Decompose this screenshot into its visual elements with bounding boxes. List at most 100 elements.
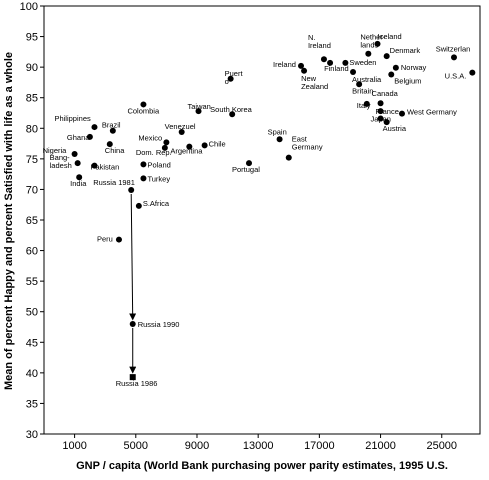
y-tick-label: 75 <box>26 154 38 166</box>
data-point-label: China <box>105 146 125 155</box>
y-tick-label: 80 <box>26 123 38 135</box>
data-point-label: South Korea <box>210 105 253 114</box>
x-tick-label: 21000 <box>365 440 396 452</box>
data-point-label: Switzerlan <box>436 44 471 53</box>
data-point-marker <box>276 136 283 143</box>
data-point-marker <box>320 56 327 63</box>
data-point-label: Russia 1986 <box>116 379 158 388</box>
data-point-marker <box>76 174 83 181</box>
x-tick-label: 13000 <box>243 440 274 452</box>
data-point-label: France <box>376 107 399 116</box>
data-point-label: Finland <box>324 64 349 73</box>
y-tick-label: 100 <box>20 1 38 13</box>
data-points <box>71 40 476 381</box>
data-point-marker <box>161 144 168 151</box>
y-tick-label: 60 <box>26 246 38 258</box>
data-point-label: Argentina <box>170 147 203 156</box>
x-tick-label: 17000 <box>304 440 335 452</box>
data-point-label: Austria <box>383 124 407 133</box>
data-point-marker <box>383 53 390 60</box>
data-point-label: Britain <box>352 86 373 95</box>
y-tick-label: 65 <box>26 215 38 227</box>
data-point-marker <box>229 111 236 118</box>
data-point-label: Taiwan <box>188 102 211 111</box>
data-point-marker <box>377 115 384 122</box>
data-point-label: S.Africa <box>143 199 170 208</box>
data-point-label: Sweden <box>349 58 376 67</box>
y-tick-label: 50 <box>26 307 38 319</box>
data-point-marker <box>374 40 381 47</box>
data-point-marker <box>140 175 147 182</box>
y-tick-label: 45 <box>26 337 38 349</box>
data-point-marker <box>285 154 292 161</box>
data-point-label: Japan <box>371 115 391 124</box>
data-point-marker <box>388 71 395 78</box>
data-point-label: Chile <box>209 139 226 148</box>
data-point-label: Canada <box>372 89 399 98</box>
data-point-marker <box>450 54 457 61</box>
data-point-marker <box>71 150 78 157</box>
x-tick-label: 5000 <box>124 440 148 452</box>
data-point-marker <box>195 108 202 115</box>
data-point-label: Dom. Rep. <box>136 148 172 157</box>
data-point-label: Russia 1981 <box>93 178 135 187</box>
y-axis: 30 35 40 45 50 55 60 65 70 75 80 85 90 95 100 <box>20 1 44 441</box>
data-point-label: India <box>70 179 87 188</box>
data-point-marker <box>91 124 98 131</box>
data-point-label: Turkey <box>147 174 170 183</box>
data-point-marker <box>227 75 234 82</box>
data-point-marker <box>342 59 349 66</box>
data-point-marker <box>377 108 384 115</box>
data-point-label: Pakistan <box>90 163 119 172</box>
data-point-marker <box>383 119 390 126</box>
data-point-label: Colombia <box>127 106 160 115</box>
data-point-label: New Zealand <box>301 74 328 91</box>
data-point-label: Nether-lands <box>360 33 386 50</box>
data-point-label: Iceland <box>378 32 402 41</box>
y-tick-label: 30 <box>26 429 38 441</box>
y-tick-label: 55 <box>26 276 38 288</box>
data-point-label: U.S.A. <box>445 72 467 81</box>
data-point-label: Spain <box>268 127 287 136</box>
data-point-label: Philippines <box>54 114 91 123</box>
data-point-marker <box>129 320 136 327</box>
data-point-marker <box>392 64 399 71</box>
data-point-label: Bang-ladesh <box>50 153 72 170</box>
y-tick-label: 85 <box>26 93 38 105</box>
y-axis-title: Mean of percent Happy and percent Satisf… <box>3 52 15 390</box>
data-point-marker <box>91 162 98 169</box>
y-tick-label: 40 <box>26 368 38 380</box>
data-point-label: Peru <box>97 235 113 244</box>
x-axis-title: GNP / capita (World Bank purchasing powe… <box>76 460 448 472</box>
data-point-marker <box>398 110 405 117</box>
x-tick-label: 25000 <box>426 440 457 452</box>
data-point-label: West Germany <box>407 108 457 117</box>
x-axis: 1000 5000 9000 13000 17000 21000 25000 <box>62 434 457 452</box>
data-point-label: Portugal <box>232 165 260 174</box>
data-point-label: N. Ireland <box>308 33 331 50</box>
data-point-label: Russia 1990 <box>138 320 180 329</box>
data-point-marker <box>86 133 93 140</box>
data-point-marker <box>301 67 308 74</box>
data-point-marker <box>298 62 305 69</box>
data-point-marker <box>128 187 135 194</box>
data-point-label: Puert o <box>225 69 244 86</box>
x-tick-label: 9000 <box>185 440 209 452</box>
data-point-marker <box>106 141 113 148</box>
data-point-marker <box>115 236 122 243</box>
data-point-marker <box>135 202 142 209</box>
data-point-label: Denmark <box>390 46 421 55</box>
data-point-label: Nigeria <box>43 146 68 155</box>
data-point-label: Poland <box>147 160 170 169</box>
data-point-label: Mexico <box>138 133 162 142</box>
y-tick-label: 90 <box>26 62 38 74</box>
data-point-marker <box>327 59 334 66</box>
data-point-marker <box>140 161 147 168</box>
data-point-label: Australia <box>352 75 382 84</box>
data-point-label: Brazil <box>102 121 121 130</box>
y-tick-label: 95 <box>26 32 38 44</box>
data-point-label: Ireland <box>273 60 296 69</box>
data-point-marker <box>201 142 208 149</box>
